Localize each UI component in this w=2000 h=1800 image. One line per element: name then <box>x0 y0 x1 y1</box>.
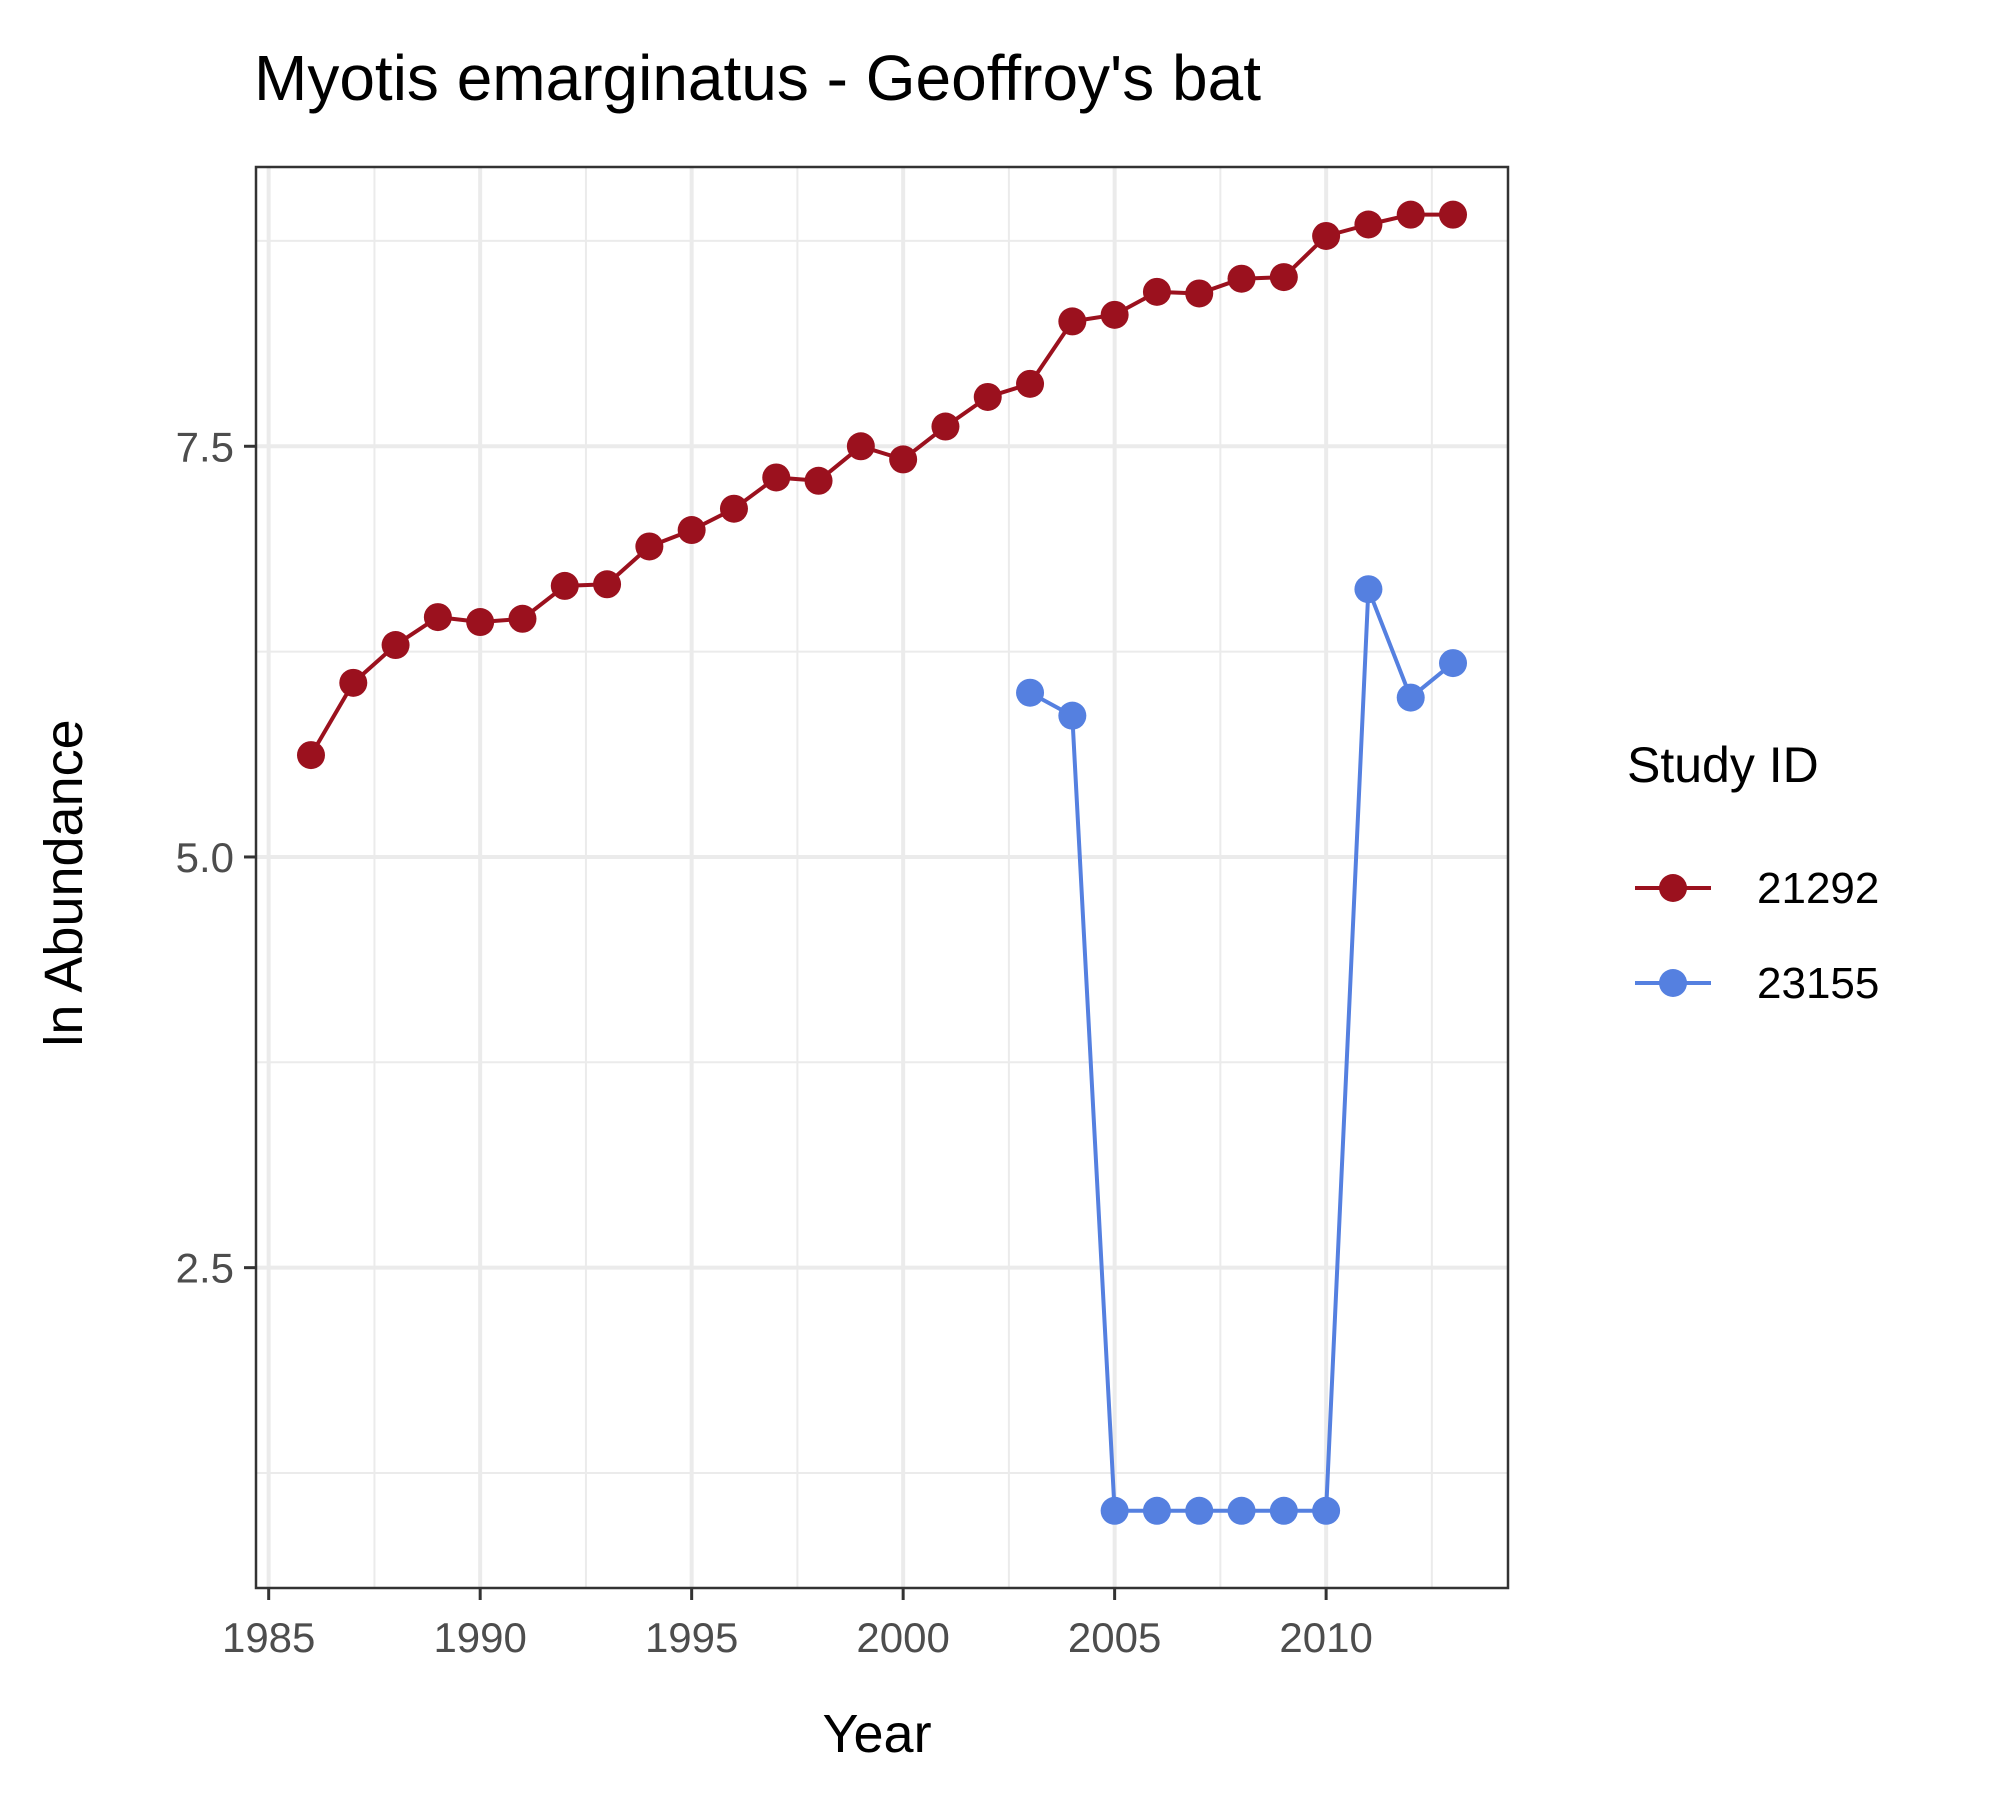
data-point-23155 <box>1269 1496 1298 1525</box>
series-line-21292 <box>309 212 1453 757</box>
data-point-21292 <box>846 432 875 461</box>
data-point-21292 <box>635 532 664 561</box>
x-tick-label: 1990 <box>433 1614 526 1661</box>
data-point-21292 <box>339 668 368 697</box>
data-point-21292 <box>1439 200 1468 229</box>
data-point-21292 <box>804 466 833 495</box>
data-point-21292 <box>1016 369 1045 398</box>
data-point-21292 <box>381 631 410 660</box>
data-point-21292 <box>1227 264 1256 293</box>
x-axis-title: Year <box>822 1704 931 1764</box>
y-axis-title: ln Abundance <box>34 719 94 1046</box>
y-tick-label: 2.5 <box>176 1245 234 1292</box>
data-point-21292 <box>550 571 579 600</box>
x-tick-label: 1995 <box>645 1614 738 1661</box>
data-point-21292 <box>762 463 791 492</box>
grid-layer <box>256 167 1508 1588</box>
data-point-23155 <box>1396 683 1425 712</box>
data-point-21292 <box>973 382 1002 411</box>
data-point-21292 <box>1058 307 1087 336</box>
data-point-21292 <box>1185 279 1214 308</box>
data-point-23155 <box>1354 575 1383 604</box>
data-point-21292 <box>1396 200 1425 229</box>
data-point-23155 <box>1439 649 1468 678</box>
data-point-23155 <box>1100 1496 1129 1525</box>
data-point-21292 <box>466 608 495 637</box>
data-point-21292 <box>1354 210 1383 239</box>
data-point-21292 <box>1269 263 1298 292</box>
y-tick-label: 5.0 <box>176 834 234 881</box>
x-tick-label: 1985 <box>222 1614 315 1661</box>
panel-border <box>254 165 1510 1590</box>
data-point-21292 <box>423 603 452 632</box>
data-point-21292 <box>889 445 918 474</box>
data-point-23155 <box>1016 678 1045 707</box>
data-point-23155 <box>1312 1496 1341 1525</box>
axis-layer: 1985 1990 1995 2000 2005 2010 2.5 5.0 7.5 <box>176 165 1510 1661</box>
data-point-21292 <box>296 741 325 770</box>
legend-label-23155: 23155 <box>1757 959 1879 1008</box>
legend-title: Study ID <box>1627 737 1819 793</box>
data-point-21292 <box>1312 221 1341 250</box>
data-point-21292 <box>931 412 960 441</box>
x-tick-label: 2000 <box>856 1614 949 1661</box>
legend-label-21292: 21292 <box>1757 864 1879 913</box>
data-point-23155 <box>1058 701 1087 730</box>
legend-key-point-21292 <box>1659 874 1687 902</box>
y-tick-label: 7.5 <box>176 423 234 470</box>
data-point-21292 <box>1100 300 1129 329</box>
data-point-21292 <box>1142 277 1171 306</box>
data-point-21292 <box>593 570 622 599</box>
series-layer <box>296 200 1468 1525</box>
data-point-23155 <box>1185 1496 1214 1525</box>
data-point-21292 <box>508 604 537 633</box>
data-point-23155 <box>1227 1496 1256 1525</box>
legend-key-point-23155 <box>1659 969 1687 997</box>
x-tick-label: 2005 <box>1068 1614 1161 1661</box>
x-tick-label: 2010 <box>1279 1614 1372 1661</box>
data-point-21292 <box>677 516 706 545</box>
chart-title: Myotis emarginatus - Geoffroy's bat <box>254 42 1261 114</box>
data-point-23155 <box>1142 1496 1171 1525</box>
legend: Study ID 21292 23155 <box>1627 737 1879 1008</box>
data-point-21292 <box>719 494 748 523</box>
